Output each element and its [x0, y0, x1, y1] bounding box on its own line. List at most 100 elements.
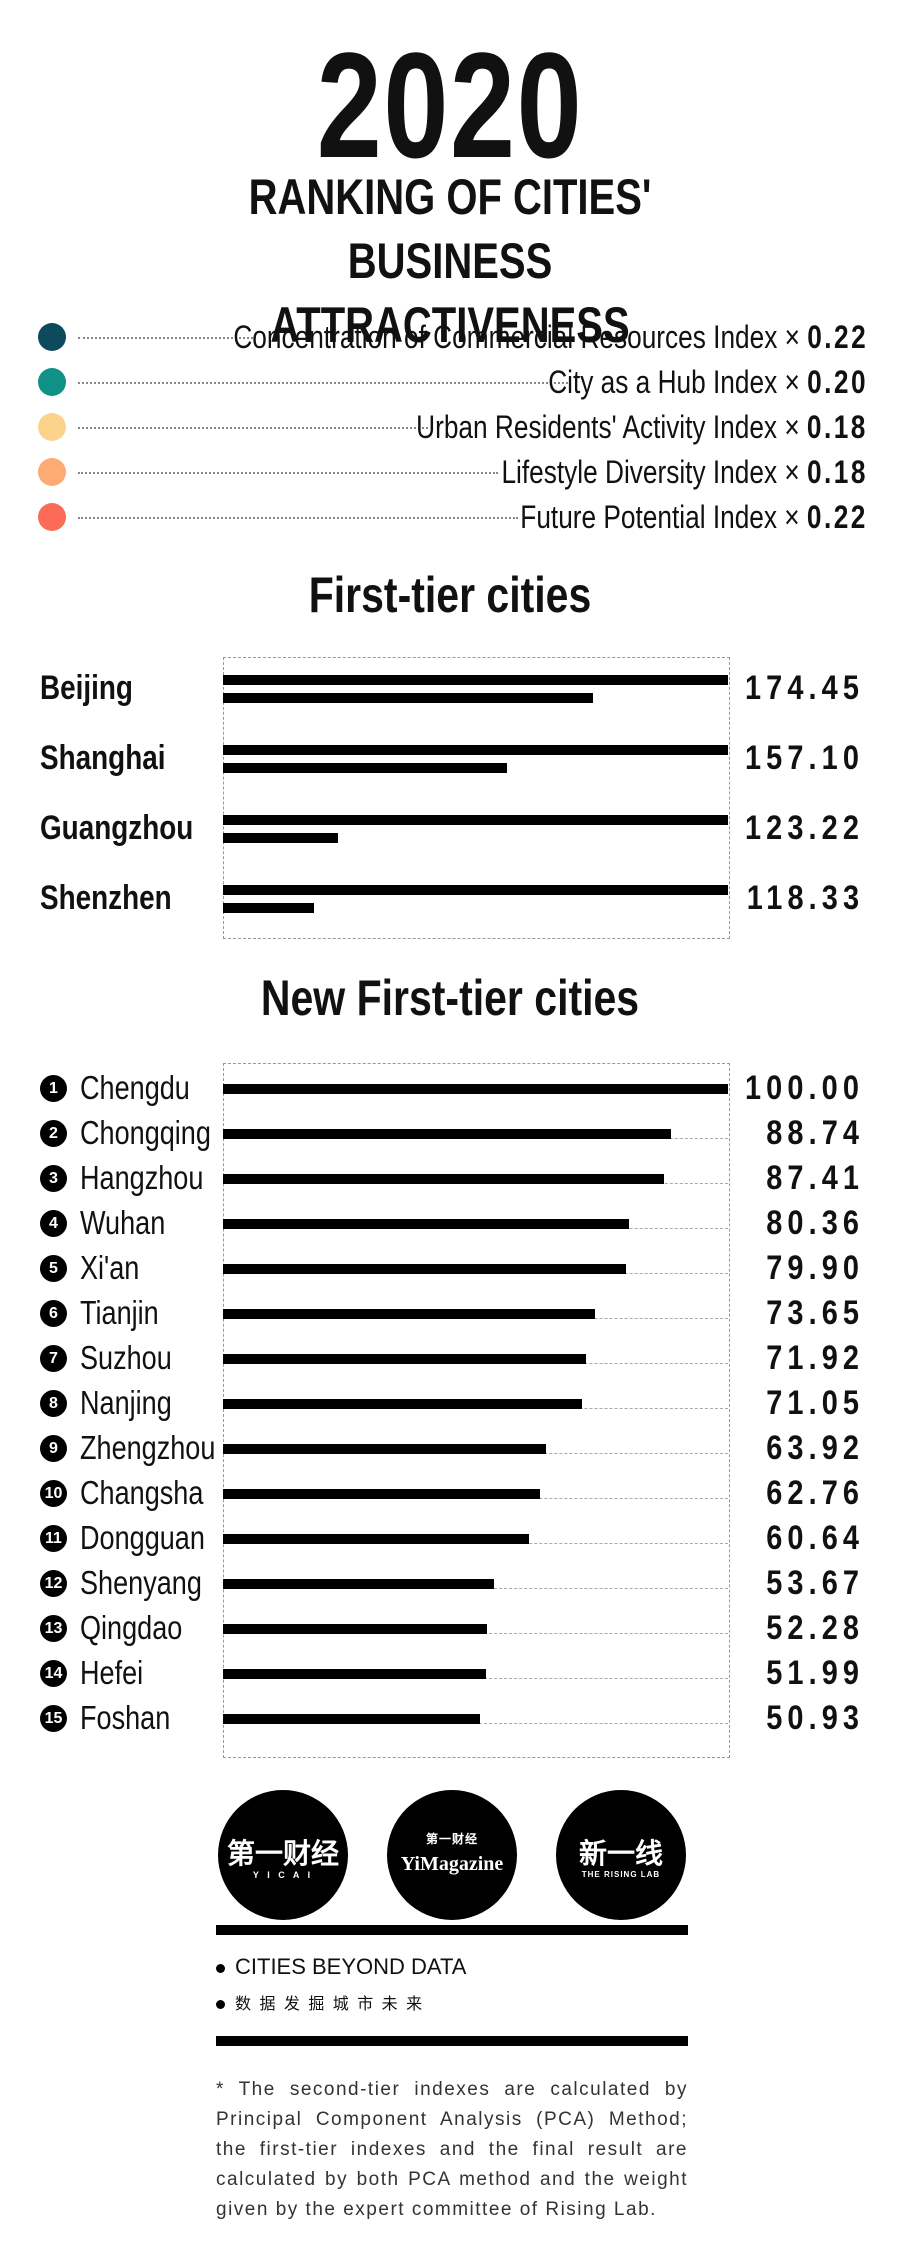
rank-badge: 2	[40, 1120, 67, 1147]
rank-badge: 9	[40, 1435, 67, 1462]
legend-label: City as a Hub Index × 0.20	[548, 363, 868, 401]
value-label: 60.64	[766, 1519, 864, 1557]
value-label: 79.90	[766, 1249, 864, 1287]
bar-excess	[223, 693, 593, 703]
bar-excess	[223, 763, 507, 773]
value-label: 174.45	[745, 669, 864, 707]
rank-badge: 5	[40, 1255, 67, 1282]
city-label: Chongqing	[80, 1114, 211, 1151]
rank-badge: 10	[40, 1480, 67, 1507]
logo-rising-lab-sub: THE RISING LAB	[581, 1870, 661, 1879]
rank-badge: 15	[40, 1705, 67, 1732]
city-label: Zhengzhou	[80, 1429, 216, 1466]
rank-badge: 6	[40, 1300, 67, 1327]
legend-leader-line	[78, 427, 428, 429]
rank-badge: 14	[40, 1660, 67, 1687]
legend-label-text: Lifestyle Diversity Index	[501, 454, 778, 490]
bar	[223, 1174, 665, 1184]
bar-base	[223, 815, 728, 825]
bar	[223, 1129, 672, 1139]
tagline-en: CITIES BEYOND DATA	[216, 1954, 466, 1980]
bar	[223, 1444, 546, 1454]
value-label: 80.36	[766, 1204, 864, 1242]
bar	[223, 1489, 540, 1499]
legend-leader-line	[78, 472, 498, 474]
legend-dot-icon	[38, 413, 66, 441]
value-label: 51.99	[766, 1654, 864, 1692]
chart-frame	[223, 657, 730, 939]
legend-times: ×	[777, 499, 808, 535]
bar	[223, 1579, 495, 1589]
value-label: 71.05	[766, 1384, 864, 1422]
legend-dot-icon	[38, 503, 66, 531]
logo-yimagazine: 第一财经 YiMagazine	[387, 1790, 517, 1920]
rank-badge: 13	[40, 1615, 67, 1642]
city-label: Qingdao	[80, 1609, 183, 1646]
legend-times: ×	[777, 454, 808, 490]
logo-yimagazine-sub: 第一财经	[425, 1832, 478, 1846]
city-label: Foshan	[80, 1699, 171, 1736]
city-label: Chengdu	[80, 1069, 190, 1106]
logo-yimagazine-text: YiMagazine	[400, 1853, 504, 1875]
bar	[223, 1399, 582, 1409]
legend-row: Concentration of Commercial Resources In…	[38, 318, 868, 356]
rank-badge: 4	[40, 1210, 67, 1237]
bar	[223, 1084, 728, 1094]
legend-row: Lifestyle Diversity Index × 0.18	[38, 453, 868, 490]
subtitle-line-2: ATTRACTIVENESS	[270, 297, 630, 353]
tagline-cn: 数 据 发 掘 城 市 未 来	[216, 1992, 424, 2018]
tagline-cn-text: 数 据 发 掘 城 市 未 来	[235, 1996, 425, 2013]
bar	[223, 1534, 530, 1544]
rank-badge: 3	[40, 1165, 67, 1192]
legend-label-text: Urban Residents' Activity Index	[416, 409, 778, 445]
city-label: Wuhan	[80, 1204, 166, 1241]
legend-dot-icon	[38, 368, 66, 396]
rank-badge: 1	[40, 1075, 67, 1102]
bar	[223, 1264, 627, 1274]
value-label: 157.10	[745, 739, 864, 777]
footnote: * The second-tier indexes are calculated…	[216, 2079, 688, 2220]
bar	[223, 1624, 487, 1634]
legend-weight: 0.22	[807, 319, 868, 355]
value-label: 63.92	[766, 1429, 864, 1467]
value-label: 50.93	[766, 1699, 864, 1737]
city-label: Changsha	[80, 1474, 204, 1511]
legend-weight: 0.18	[807, 454, 868, 490]
legend-label-text: City as a Hub Index	[548, 364, 778, 400]
legend-weight: 0.20	[807, 364, 868, 400]
logo-rising-lab: 新一线 THE RISING LAB	[556, 1790, 686, 1920]
legend-label: Concentration of Commercial Resources In…	[233, 318, 868, 356]
city-label: Shenyang	[80, 1564, 202, 1601]
city-label: Suzhou	[80, 1339, 172, 1376]
city-label: Tianjin	[80, 1294, 159, 1331]
city-label: Beijing	[40, 669, 133, 707]
value-label: 118.33	[746, 879, 864, 917]
rank-badge: 8	[40, 1390, 67, 1417]
legend-label: Future Potential Index × 0.22	[520, 498, 868, 536]
legend-times: ×	[777, 319, 808, 355]
bullet-icon	[216, 1963, 225, 1973]
legend-weight: 0.18	[807, 409, 868, 445]
legend-row: Urban Residents' Activity Index × 0.18	[38, 408, 868, 446]
rank-badge: 7	[40, 1345, 67, 1372]
bar-base	[223, 885, 728, 895]
legend-label: Urban Residents' Activity Index × 0.18	[416, 408, 868, 446]
rank-badge: 11	[40, 1525, 67, 1552]
legend-leader-line	[78, 337, 253, 339]
bar	[223, 1219, 629, 1229]
footer-rule-bottom	[216, 2036, 688, 2046]
first-tier-title: First-tier cities	[308, 567, 592, 623]
city-label: Shanghai	[40, 739, 166, 777]
legend-times: ×	[777, 409, 808, 445]
value-label: 87.41	[766, 1159, 864, 1197]
legend-row: Future Potential Index × 0.22	[38, 498, 868, 536]
value-label: 100.00	[745, 1069, 864, 1107]
bar-base	[223, 675, 728, 685]
bar-excess	[223, 833, 339, 843]
footer-rule-top	[216, 1925, 688, 1935]
value-label: 88.74	[766, 1114, 864, 1152]
bar	[223, 1309, 595, 1319]
legend-weight: 0.22	[807, 499, 868, 535]
city-label: Hefei	[80, 1654, 144, 1691]
logo-rising-lab-text: 新一线	[578, 1838, 663, 1869]
